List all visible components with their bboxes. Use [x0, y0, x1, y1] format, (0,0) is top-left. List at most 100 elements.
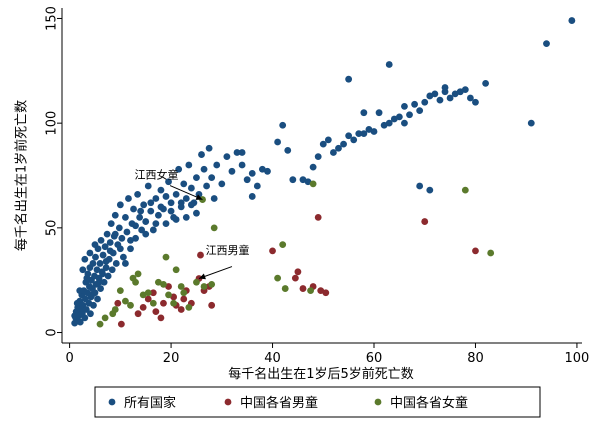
x-tick-label: 40 — [264, 351, 281, 366]
data-point — [167, 199, 175, 207]
data-point — [345, 75, 353, 83]
annotation-arrow-head — [195, 194, 203, 200]
data-point — [97, 237, 105, 244]
data-point — [568, 17, 576, 24]
data-point — [162, 220, 170, 228]
data-point — [350, 136, 358, 144]
annotation-label: 江西男童 — [206, 243, 250, 257]
data-point — [152, 308, 160, 315]
data-point — [446, 94, 454, 102]
legend-item-1: 所有国家 — [108, 395, 176, 411]
data-point — [111, 230, 119, 238]
data-point — [87, 310, 94, 318]
x-tick-label: 100 — [565, 351, 590, 366]
data-point — [279, 241, 287, 248]
data-point — [385, 119, 393, 127]
data-point — [218, 180, 226, 188]
data-point — [543, 40, 550, 47]
data-point — [147, 207, 155, 215]
data-point — [172, 190, 180, 198]
data-point — [269, 247, 276, 255]
data-point — [291, 274, 299, 282]
data-point — [112, 260, 120, 267]
data-point — [123, 228, 131, 236]
data-point — [149, 289, 157, 297]
data-point — [431, 90, 439, 98]
data-point — [193, 209, 200, 217]
y-tick-label: 100 — [45, 111, 60, 136]
data-point — [472, 247, 479, 255]
data-point — [210, 195, 218, 202]
data-point — [162, 253, 170, 261]
data-point — [375, 109, 383, 117]
data-point — [92, 253, 99, 261]
data-point — [103, 230, 111, 238]
data-point — [182, 213, 190, 221]
data-point — [208, 301, 216, 309]
data-point — [210, 224, 218, 232]
data-point — [436, 96, 444, 104]
legend-marker — [224, 398, 232, 406]
data-point — [157, 186, 165, 194]
data-point — [248, 170, 256, 177]
data-point — [472, 98, 479, 106]
data-point — [134, 310, 142, 318]
data-point — [127, 301, 134, 309]
data-point — [180, 180, 188, 188]
data-point — [284, 146, 292, 154]
data-point — [487, 249, 495, 257]
data-point — [406, 111, 413, 119]
data-point — [264, 167, 271, 175]
legend-label: 中国各省女童 — [390, 395, 468, 411]
data-point — [309, 163, 317, 171]
data-point — [461, 186, 469, 194]
data-point — [116, 287, 124, 295]
data-point — [223, 153, 231, 161]
data-point — [330, 149, 337, 156]
y-axis-title: 每千名出生在1岁前死亡数 — [14, 100, 30, 251]
x-axis-title: 每千名出生在1岁后5岁前死亡数 — [228, 366, 414, 382]
data-point — [193, 174, 200, 181]
data-point — [167, 207, 175, 215]
data-point — [482, 79, 490, 87]
data-point — [154, 211, 162, 219]
data-point — [108, 266, 116, 274]
data-point — [243, 176, 251, 184]
data-point — [162, 193, 170, 200]
data-point — [144, 182, 152, 190]
y-tick-label: 50 — [45, 220, 60, 237]
series-3 — [96, 180, 495, 328]
x-tick-label: 60 — [366, 351, 383, 366]
data-point — [205, 144, 213, 152]
data-point — [76, 287, 84, 295]
data-point — [76, 318, 84, 326]
data-point — [466, 94, 474, 102]
data-point — [81, 314, 89, 322]
y-tick-label: 0 — [45, 328, 60, 336]
data-point — [144, 289, 152, 297]
data-point — [132, 222, 139, 230]
data-point — [152, 220, 160, 228]
data-point — [107, 220, 115, 228]
series-2 — [114, 213, 479, 328]
data-point — [421, 218, 429, 225]
data-point — [97, 285, 104, 292]
data-point — [324, 136, 332, 144]
data-point — [99, 270, 106, 278]
data-point — [138, 226, 146, 234]
data-point — [177, 199, 185, 207]
data-point — [416, 182, 424, 190]
data-point — [90, 301, 97, 309]
data-point — [102, 264, 110, 272]
data-point — [175, 165, 183, 173]
data-point — [395, 113, 403, 121]
data-point — [335, 144, 342, 152]
data-point — [91, 241, 99, 248]
data-point — [274, 138, 282, 146]
data-point — [73, 299, 81, 307]
data-point — [140, 201, 148, 209]
data-point — [198, 151, 205, 158]
data-point — [117, 320, 125, 328]
data-point — [116, 201, 124, 209]
